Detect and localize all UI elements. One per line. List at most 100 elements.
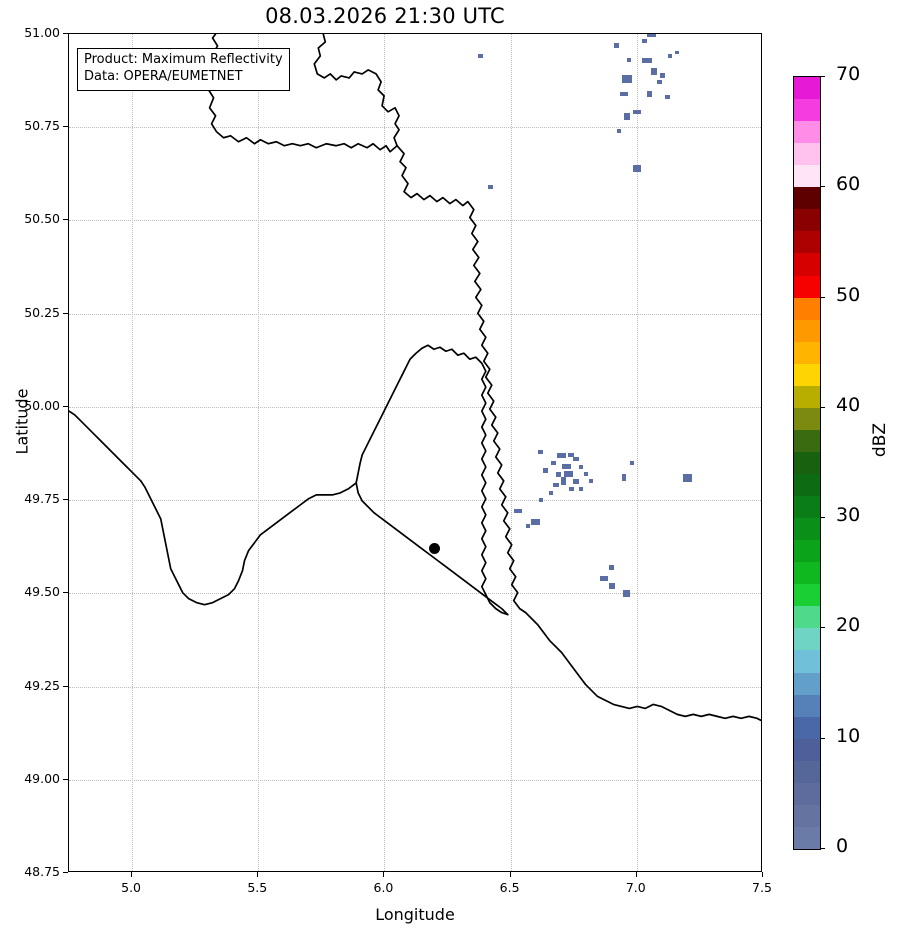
marker-layer (69, 34, 761, 871)
x-tick-mark (509, 872, 511, 877)
station-marker[interactable] (429, 543, 441, 555)
y-tick-mark (63, 778, 68, 780)
colorbar-tick-mark (819, 406, 825, 408)
radar-echo-cell (514, 509, 523, 514)
colorbar-tick-label: 10 (836, 724, 861, 747)
colorbar-tick-label: 50 (836, 283, 861, 306)
radar-echo-cell (609, 564, 615, 570)
colorbar-tick-label: 30 (836, 504, 861, 527)
colorbar-band (794, 99, 820, 122)
radar-echo-cell (621, 74, 632, 83)
y-tick-mark (63, 872, 68, 873)
y-tick-label: 50.50 (24, 211, 60, 227)
radar-echo-cell (629, 460, 634, 465)
radar-echo-cell (641, 39, 647, 44)
colorbar-band (794, 231, 820, 254)
colorbar-band (794, 451, 820, 475)
radar-echo-cell (584, 472, 589, 476)
colorbar-band (794, 738, 820, 761)
colorbar-band (794, 496, 820, 519)
gridline-horizontal (69, 406, 761, 408)
radar-echo-cell (623, 112, 630, 120)
colorbar-tick-label: 20 (836, 614, 861, 637)
radar-echo-cell (589, 479, 594, 484)
radar-echo-cell (531, 519, 541, 526)
y-tick-mark (63, 126, 68, 128)
radar-echo-cell (600, 575, 608, 581)
colorbar-tick-mark (819, 517, 825, 519)
radar-echo-cell (526, 524, 531, 529)
colorbar-band (794, 826, 820, 849)
radar-echo-cell (617, 128, 622, 133)
y-tick-label: 49.25 (24, 677, 60, 693)
y-tick-mark (63, 405, 68, 407)
y-tick-label: 49.50 (24, 584, 60, 600)
gridlines (69, 34, 761, 871)
radar-echo-cell (641, 57, 652, 63)
x-tick-mark (383, 872, 385, 877)
radar-echo-cell (538, 449, 544, 454)
radar-echo-cell (568, 486, 574, 491)
info-product-line: Product: Maximum Reflectivity (84, 52, 283, 67)
radar-echo-cell (564, 471, 574, 477)
radar-echo-cell (573, 478, 580, 484)
radar-echo-cell (561, 464, 571, 470)
colorbar-band (794, 672, 820, 695)
y-tick-mark (63, 685, 68, 687)
x-tick-label: 7.5 (752, 880, 772, 895)
radar-echo-cell (622, 474, 627, 482)
country-borders-map (69, 34, 761, 722)
colorbar-band (794, 363, 820, 386)
info-data-line: Data: OPERA/EUMETNET (84, 68, 243, 84)
page-title: 08.03.2026 21:30 UTC (265, 4, 505, 28)
radar-echo-cell (608, 582, 615, 589)
x-tick-label: 7.0 (625, 880, 646, 895)
x-tick-mark (762, 872, 763, 877)
y-tick-label: 49.00 (24, 770, 60, 786)
radar-echo-cell (647, 34, 657, 37)
gridline-vertical (132, 34, 134, 871)
y-tick-label: 50.25 (24, 304, 60, 320)
radar-echo-cell (657, 80, 663, 85)
colorbar-band (794, 782, 820, 805)
colorbar-band (794, 540, 820, 563)
radar-echo-cell (579, 464, 584, 469)
colorbar-band (794, 716, 820, 739)
colorbar-band (794, 385, 820, 408)
radar-echo-cell (549, 490, 553, 495)
colorbar-band (794, 143, 820, 166)
radar-echo-cell (568, 453, 575, 458)
radar-echo-cell (623, 589, 631, 597)
colorbar[interactable] (793, 76, 821, 850)
gridline-horizontal (69, 593, 761, 595)
x-tick-label: 6.5 (499, 880, 520, 895)
colorbar-tick-mark (819, 76, 825, 77)
y-tick-label: 49.75 (24, 491, 60, 507)
gridline-horizontal (69, 500, 761, 502)
radar-echo-cell (620, 91, 629, 96)
colorbar-title: dBZ (870, 422, 890, 458)
radar-echo-cell (551, 460, 557, 465)
x-tick-label: 6.0 (373, 880, 394, 895)
x-tick-mark (257, 872, 259, 877)
colorbar-band (794, 584, 820, 607)
colorbar-band (794, 253, 820, 276)
colorbar-tick-mark (819, 627, 825, 629)
x-tick-label: 5.5 (247, 880, 268, 895)
radar-echo-cell (675, 51, 680, 55)
radar-echo-cell (579, 486, 584, 491)
colorbar-band (794, 694, 820, 717)
radar-echo-cell (646, 90, 652, 97)
colorbar-band (794, 606, 820, 629)
colorbar-band (794, 319, 820, 342)
radar-map-plot[interactable] (68, 33, 762, 872)
colorbar-band (794, 77, 820, 100)
gridline-vertical (636, 34, 638, 871)
radar-echo-cell (556, 452, 566, 458)
radar-echo-cells (69, 34, 761, 871)
colorbar-band (794, 562, 820, 585)
y-tick-mark (63, 499, 68, 501)
gridline-horizontal (69, 779, 761, 781)
radar-echo-cell (477, 54, 483, 59)
x-axis-title: Longitude (375, 905, 455, 924)
